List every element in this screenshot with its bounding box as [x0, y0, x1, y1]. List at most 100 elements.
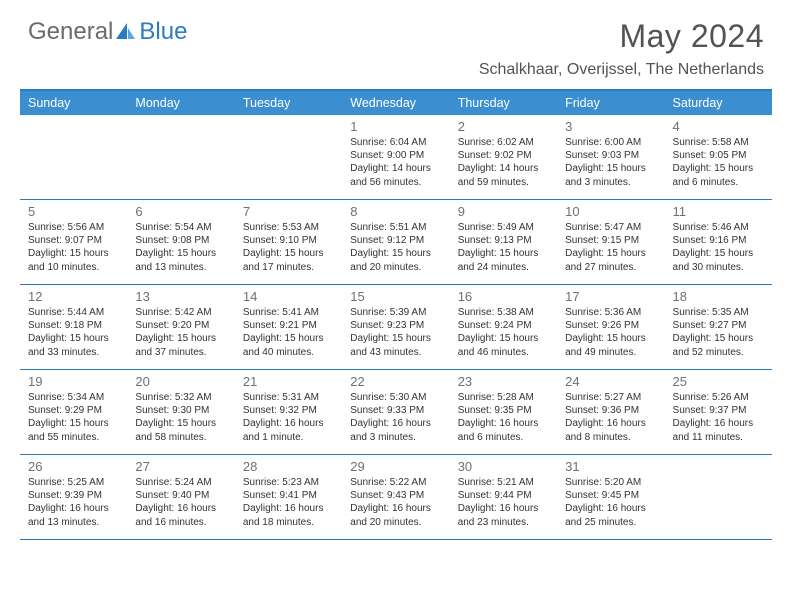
daylight-text: Daylight: 15 hours and 55 minutes. [28, 417, 121, 443]
day-details: Sunrise: 5:34 AMSunset: 9:29 PMDaylight:… [28, 391, 121, 444]
sunset-text: Sunset: 9:37 PM [673, 404, 766, 417]
day-cell: 5Sunrise: 5:56 AMSunset: 9:07 PMDaylight… [20, 200, 127, 284]
calendar: SundayMondayTuesdayWednesdayThursdayFrid… [20, 89, 772, 540]
day-cell: 6Sunrise: 5:54 AMSunset: 9:08 PMDaylight… [127, 200, 234, 284]
week-row: 19Sunrise: 5:34 AMSunset: 9:29 PMDayligh… [20, 370, 772, 455]
day-number: 13 [135, 289, 228, 304]
day-cell: 18 Sunrise: 5:35 AMSunset: 9:27 PMDayligh… [665, 285, 772, 369]
sunset-text: Sunset: 9:45 PM [565, 489, 658, 502]
location: Schalkhaar, Overijssel, The Netherlands [479, 61, 764, 79]
day-cell: 24 Sunrise: 5:27 AMSunset: 9:36 PMDayligh… [557, 370, 664, 454]
sunset-text: Sunset: 9:30 PM [135, 404, 228, 417]
daylight-text: Daylight: 15 hours and 10 minutes. [28, 247, 121, 273]
sunrise-text: Sunrise: 5:35 AM [673, 306, 766, 319]
logo: General Blue [28, 18, 187, 46]
sunrise-text: Sunrise: 5:27 AM [565, 391, 658, 404]
sunrise-text: Sunrise: 5:36 AM [565, 306, 658, 319]
sunset-text: Sunset: 9:15 PM [565, 234, 658, 247]
day-of-week-cell: Thursday [450, 91, 557, 115]
week-row: 26Sunrise: 5:25 AMSunset: 9:39 PMDayligh… [20, 455, 772, 540]
sunset-text: Sunset: 9:36 PM [565, 404, 658, 417]
day-number: 27 [135, 459, 228, 474]
day-number: 3 [565, 119, 658, 134]
daylight-text: Daylight: 15 hours and 40 minutes. [243, 332, 336, 358]
sunset-text: Sunset: 9:10 PM [243, 234, 336, 247]
sunset-text: Sunset: 9:27 PM [673, 319, 766, 332]
day-number: 29 [350, 459, 443, 474]
day-number: 20 [135, 374, 228, 389]
sunrise-text: Sunrise: 5:46 AM [673, 221, 766, 234]
sunset-text: Sunset: 9:18 PM [28, 319, 121, 332]
sunrise-text: Sunrise: 5:44 AM [28, 306, 121, 319]
sunrise-text: Sunrise: 5:25 AM [28, 476, 121, 489]
day-details: Sunrise: 5:56 AMSunset: 9:07 PMDaylight:… [28, 221, 121, 274]
day-cell: 7 Sunrise: 5:53 AMSunset: 9:10 PMDaylight… [235, 200, 342, 284]
day-cell [665, 455, 772, 539]
daylight-text: Daylight: 16 hours and 1 minute. [243, 417, 336, 443]
day-details: Sunrise: 5:31 AMSunset: 9:32 PMDaylight:… [243, 391, 336, 444]
daylight-text: Daylight: 15 hours and 58 minutes. [135, 417, 228, 443]
day-number: 21 [243, 374, 336, 389]
day-number: 17 [565, 289, 658, 304]
day-number: 12 [28, 289, 121, 304]
day-details: Sunrise: 5:22 AMSunset: 9:43 PMDaylight:… [350, 476, 443, 529]
sunrise-text: Sunrise: 5:42 AM [135, 306, 228, 319]
daylight-text: Daylight: 15 hours and 13 minutes. [135, 247, 228, 273]
day-cell: 25Sunrise: 5:26 AMSunset: 9:37 PMDayligh… [665, 370, 772, 454]
sunrise-text: Sunrise: 5:41 AM [243, 306, 336, 319]
day-details: Sunrise: 6:04 AMSunset: 9:00 PMDaylight:… [350, 136, 443, 189]
day-cell: 22Sunrise: 5:30 AMSunset: 9:33 PMDayligh… [342, 370, 449, 454]
day-number: 2 [458, 119, 551, 134]
day-cell: 9Sunrise: 5:49 AMSunset: 9:13 PMDaylight… [450, 200, 557, 284]
daylight-text: Daylight: 15 hours and 6 minutes. [673, 162, 766, 188]
sunrise-text: Sunrise: 5:34 AM [28, 391, 121, 404]
day-details: Sunrise: 5:41 AMSunset: 9:21 PMDaylight:… [243, 306, 336, 359]
day-cell: 20 Sunrise: 5:32 AMSunset: 9:30 PMDayligh… [127, 370, 234, 454]
sunset-text: Sunset: 9:41 PM [243, 489, 336, 502]
daylight-text: Daylight: 14 hours and 59 minutes. [458, 162, 551, 188]
sunrise-text: Sunrise: 5:26 AM [673, 391, 766, 404]
sunset-text: Sunset: 9:00 PM [350, 149, 443, 162]
day-number: 15 [350, 289, 443, 304]
weeks-container: 1Sunrise: 6:04 AMSunset: 9:00 PMDaylight… [20, 115, 772, 540]
day-of-week-cell: Saturday [665, 91, 772, 115]
day-cell: 11Sunrise: 5:46 AMSunset: 9:16 PMDayligh… [665, 200, 772, 284]
daylight-text: Daylight: 15 hours and 20 minutes. [350, 247, 443, 273]
sunrise-text: Sunrise: 5:53 AM [243, 221, 336, 234]
day-cell: 12 Sunrise: 5:44 AMSunset: 9:18 PMDayligh… [20, 285, 127, 369]
day-number: 28 [243, 459, 336, 474]
day-cell: 30Sunrise: 5:21 AMSunset: 9:44 PMDayligh… [450, 455, 557, 539]
day-details: Sunrise: 5:38 AMSunset: 9:24 PMDaylight:… [458, 306, 551, 359]
day-number: 24 [565, 374, 658, 389]
day-of-week-cell: Sunday [20, 91, 127, 115]
day-cell: 23 Sunrise: 5:28 AMSunset: 9:35 PMDayligh… [450, 370, 557, 454]
day-details: Sunrise: 5:28 AMSunset: 9:35 PMDaylight:… [458, 391, 551, 444]
sunrise-text: Sunrise: 5:39 AM [350, 306, 443, 319]
day-cell: 19Sunrise: 5:34 AMSunset: 9:29 PMDayligh… [20, 370, 127, 454]
sunrise-text: Sunrise: 5:31 AM [243, 391, 336, 404]
daylight-text: Daylight: 16 hours and 8 minutes. [565, 417, 658, 443]
daylight-text: Daylight: 15 hours and 52 minutes. [673, 332, 766, 358]
daylight-text: Daylight: 16 hours and 16 minutes. [135, 502, 228, 528]
sunset-text: Sunset: 9:21 PM [243, 319, 336, 332]
day-details: Sunrise: 5:46 AMSunset: 9:16 PMDaylight:… [673, 221, 766, 274]
day-number: 16 [458, 289, 551, 304]
day-number: 18 [673, 289, 766, 304]
daylight-text: Daylight: 15 hours and 33 minutes. [28, 332, 121, 358]
sunrise-text: Sunrise: 5:23 AM [243, 476, 336, 489]
sunset-text: Sunset: 9:43 PM [350, 489, 443, 502]
sunrise-text: Sunrise: 5:32 AM [135, 391, 228, 404]
day-details: Sunrise: 6:02 AMSunset: 9:02 PMDaylight:… [458, 136, 551, 189]
sunrise-text: Sunrise: 6:02 AM [458, 136, 551, 149]
day-number: 23 [458, 374, 551, 389]
day-number: 9 [458, 204, 551, 219]
day-details: Sunrise: 5:58 AMSunset: 9:05 PMDaylight:… [673, 136, 766, 189]
sunset-text: Sunset: 9:44 PM [458, 489, 551, 502]
sunset-text: Sunset: 9:05 PM [673, 149, 766, 162]
day-cell: 2 Sunrise: 6:02 AMSunset: 9:02 PMDaylight… [450, 115, 557, 199]
day-number: 7 [243, 204, 336, 219]
sunrise-text: Sunrise: 5:47 AM [565, 221, 658, 234]
day-number: 25 [673, 374, 766, 389]
day-cell [235, 115, 342, 199]
day-details: Sunrise: 5:53 AMSunset: 9:10 PMDaylight:… [243, 221, 336, 274]
